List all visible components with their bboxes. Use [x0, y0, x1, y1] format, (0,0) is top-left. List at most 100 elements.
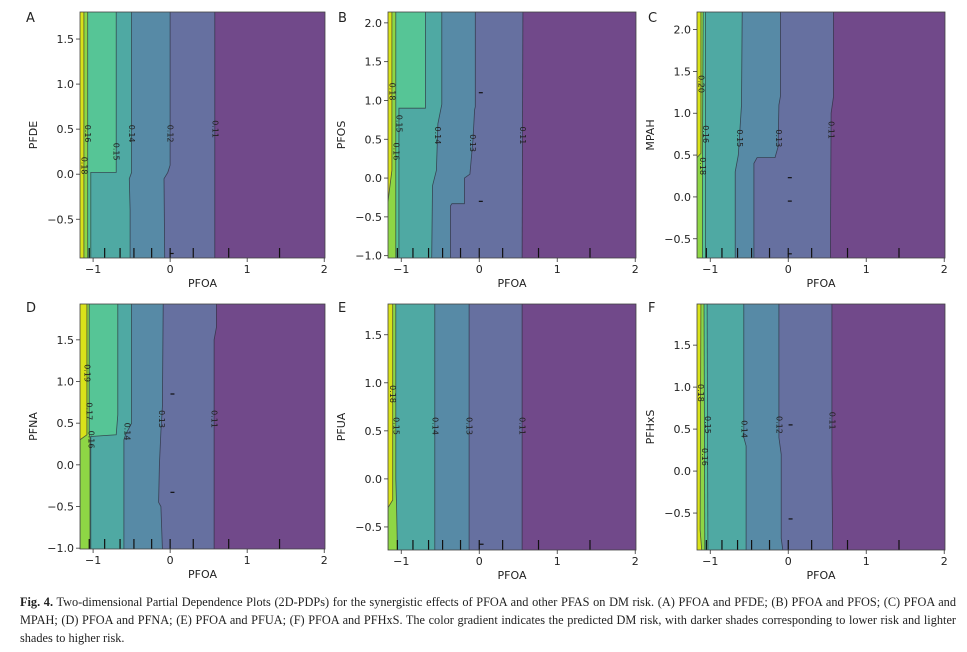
x-axis-label: PFOA: [188, 277, 217, 290]
y-tick-label: 0.0: [57, 168, 75, 181]
contour-label: 0.13: [465, 417, 474, 435]
contour-label: 0.12: [774, 416, 783, 434]
panel-c: 0.11 0.13 0.15 0.16 0.18 0.20 −1 0 1 2 −0.5 0.0 0.5 1…: [644, 11, 948, 290]
x-tick-label: −1: [393, 555, 409, 568]
contour-line-0-14: [123, 304, 133, 549]
contour-label: 0.16: [86, 431, 95, 449]
panel-e: 0.11 0.13 0.14 0.15 0.18 −1 0 1 2 −0.5 0.0 0.5 1.0 1.…: [335, 301, 639, 582]
contour-line-0-18: [699, 304, 703, 550]
contour-label: 0.16: [83, 125, 92, 143]
panel-d: 0.11 0.13 0.14 0.16 0.17 0.19 −1 0 1 2 −1.0 −0.5 0.0…: [26, 301, 328, 581]
plot-area: 0.11 0.12 0.14 0.15 0.16 0.18: [697, 304, 945, 550]
contour-label: 0.16: [700, 448, 709, 466]
contour-label: 0.15: [703, 416, 712, 434]
contour-label: 0.14: [430, 417, 439, 435]
contour-label: 0.14: [123, 423, 132, 441]
contour-region-0-19: [80, 304, 87, 549]
contour-line-0-18: [388, 304, 394, 550]
plot-area: 0.11 0.13 0.15 0.16 0.18 0.20: [697, 12, 945, 258]
y-tick-label: 1.5: [674, 339, 692, 352]
y-tick-label: −0.5: [664, 233, 691, 246]
y-tick-label: 0.0: [57, 459, 75, 472]
x-tick-label: 1: [863, 263, 870, 276]
y-axis-label: PFDE: [27, 121, 40, 149]
contour-line-0-15: [395, 304, 398, 550]
contour-line-0-11: [521, 12, 524, 258]
y-tick-label: −0.5: [664, 507, 691, 520]
y-tick-label: 1.5: [365, 329, 383, 342]
contour-label: 0.13: [157, 410, 166, 428]
x-tick-label: 1: [554, 263, 561, 276]
y-tick-label: −0.5: [47, 213, 74, 226]
contour-label: 0.15: [112, 143, 121, 161]
y-tick-label: 1.5: [57, 33, 75, 46]
contour-line-0-18: [702, 12, 704, 258]
y-tick-label: −0.5: [355, 521, 382, 534]
contour-line-0-14: [743, 304, 747, 550]
axes-frame: [387, 11, 637, 259]
y-tick-label: 2.0: [674, 24, 692, 37]
contour-label: 0.18: [79, 157, 88, 175]
x-tick-label: −1: [393, 263, 409, 276]
y-tick-label: −1.0: [47, 542, 74, 555]
y-tick-label: 1.0: [674, 107, 692, 120]
x-tick-label: 0: [167, 263, 174, 276]
y-tick-label: 1.0: [57, 376, 75, 389]
contour-label: 0.14: [739, 420, 748, 438]
contour-label: 0.11: [518, 417, 527, 435]
x-axis-label: PFOA: [498, 569, 527, 582]
contour-line-0-16: [90, 304, 119, 549]
contour-line-0-20: [697, 12, 702, 258]
contour-line-0-12: [778, 304, 784, 550]
y-tick-label: 0.5: [674, 149, 692, 162]
contour-label: 0.11: [518, 126, 527, 144]
contour-line-0-15: [90, 12, 117, 258]
contour-line-0-13: [158, 304, 164, 549]
y-tick-label: 1.0: [674, 381, 692, 394]
y-tick-label: −0.5: [47, 501, 74, 514]
contour-label: 0.18: [388, 385, 397, 403]
contour-line-0-15: [734, 12, 743, 258]
y-tick-label: 1.0: [365, 94, 383, 107]
x-axis-label: PFOA: [188, 568, 217, 581]
contour-label: 0.14: [127, 125, 136, 143]
y-tick-label: 0.5: [365, 425, 383, 438]
y-tick-label: −1.0: [355, 250, 382, 263]
y-tick-label: 0.0: [674, 191, 692, 204]
panel-letter: E: [338, 301, 346, 316]
figure-4-pdp-grid: 0.11 0.12 0.14 0.15 0.16 0.18 −1 0 1 2 −0.5 0.0 0.5 1…: [26, 11, 948, 582]
contour-line-0-14: [128, 12, 133, 258]
x-tick-label: −1: [85, 554, 101, 567]
panel-letter: B: [338, 11, 347, 26]
axes-frame: [696, 303, 946, 551]
contour-region-0-15: [697, 12, 743, 258]
panel-letter: C: [648, 11, 657, 26]
contour-label: 0.17: [85, 402, 94, 420]
contour-line-0-11: [831, 304, 834, 550]
x-tick-label: 0: [476, 555, 483, 568]
y-axis-label: PFOS: [335, 121, 348, 150]
contour-line-0-13: [753, 12, 781, 258]
contour-label: 0.15: [391, 417, 400, 435]
contour-label: 0.16: [391, 142, 400, 160]
x-tick-label: 1: [244, 554, 251, 567]
contour-region-0-18: [388, 12, 392, 258]
contour-region-0-18: [80, 12, 84, 258]
y-tick-label: −0.5: [355, 211, 382, 224]
figure-caption: Fig. 4. Two-dimensional Partial Dependen…: [20, 593, 956, 647]
contour-line-0-13: [449, 12, 476, 258]
panel-b: 0.11 0.13 0.14 0.15 0.16 0.18 −1 0 1 2 −1.0 −0.5 0.0…: [335, 11, 639, 290]
y-axis-label: PFUA: [335, 412, 348, 441]
contour-line-0-12: [163, 12, 171, 258]
contour-label: 0.11: [827, 412, 836, 430]
contour-label: 0.16: [701, 125, 710, 143]
contour-line-0-15: [706, 304, 709, 550]
plot-area: 0.11 0.13 0.14 0.16 0.17 0.19: [80, 304, 325, 549]
contour-line-0-17: [88, 304, 91, 549]
contour-label: 0.11: [210, 410, 219, 428]
contour-region-0-20: [697, 12, 701, 258]
y-tick-label: 0.0: [365, 172, 383, 185]
y-tick-label: 1.5: [674, 65, 692, 78]
contour-label: 0.15: [735, 129, 744, 147]
contour-label: 0.11: [210, 120, 219, 138]
